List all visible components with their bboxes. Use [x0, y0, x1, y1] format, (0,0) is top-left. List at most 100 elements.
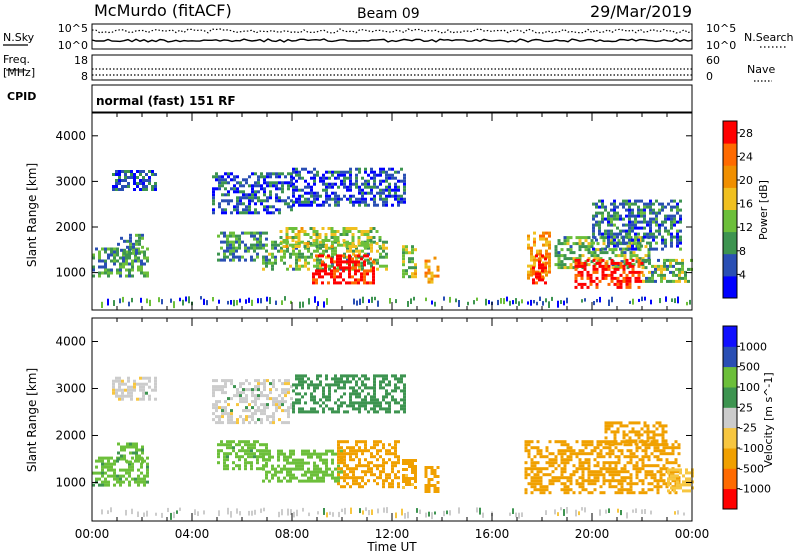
heatmap-cell [248, 175, 251, 179]
heatmap-cell [394, 383, 397, 387]
heatmap-cell [343, 461, 346, 465]
heatmap-cell [136, 182, 139, 185]
heatmap-cell [584, 479, 588, 483]
heatmap-cell [328, 473, 331, 477]
heatmap-cell [340, 446, 343, 450]
heatmap-cell [281, 181, 284, 185]
heatmap-cell [364, 185, 367, 189]
heatmap-cell [135, 251, 138, 255]
heatmap-cell [376, 258, 379, 262]
heatmap-cell [560, 242, 564, 246]
heatmap-cell [563, 482, 567, 486]
heatmap-cell [254, 397, 257, 401]
heatmap-cell [355, 249, 358, 253]
heatmap-cell [220, 246, 223, 250]
heatmap-cell [352, 452, 355, 456]
velocity-colorbar-label: Velocity [m s^-1] [762, 372, 775, 467]
heatmap-cell [645, 279, 648, 283]
heatmap-cell [572, 470, 576, 474]
colorbar-tick-label: 28 [739, 127, 753, 140]
heatmap-cell [346, 377, 349, 381]
heatmap-cell [227, 175, 230, 179]
heatmap-cell [351, 266, 354, 270]
heatmap-cell [236, 403, 239, 407]
heatmap-cell [271, 261, 274, 265]
heatmap-cell [292, 452, 295, 456]
heatmap-cell [538, 278, 541, 282]
heatmap-cell [473, 300, 475, 305]
heatmap-cell [673, 474, 676, 478]
heatmap-cell [334, 203, 337, 207]
heatmap-cell [388, 443, 391, 447]
heatmap-cell [334, 182, 337, 186]
heatmap-cell [397, 194, 400, 198]
heatmap-cell [530, 273, 533, 277]
heatmap-cell [253, 249, 256, 253]
heatmap-cell [139, 397, 142, 401]
heatmap-cell [563, 488, 567, 492]
heatmap-cell [433, 469, 437, 472]
heatmap-cell [131, 265, 134, 269]
heatmap-cell [373, 407, 376, 411]
heatmap-cell [560, 443, 564, 447]
heatmap-cell [650, 510, 652, 515]
heatmap-cell [664, 241, 667, 245]
heatmap-cell [307, 197, 310, 201]
heatmap-cell [611, 479, 615, 483]
heatmap-cell [292, 170, 295, 174]
heatmap-cell [373, 479, 376, 483]
heatmap-cell [143, 512, 145, 517]
heatmap-cell [369, 257, 372, 261]
heatmap-cell [245, 205, 248, 209]
heatmap-cell [580, 261, 584, 265]
heatmap-cell [548, 240, 551, 244]
heatmap-cell [278, 199, 281, 203]
heatmap-cell [563, 263, 567, 267]
heatmap-cell [382, 203, 385, 207]
heatmap-cell [301, 386, 304, 390]
heatmap-cell [622, 433, 626, 437]
cpid-panel: CPID normal (fast) 151 RF [7, 84, 693, 113]
heatmap-cell [632, 452, 636, 456]
heatmap-cell [265, 255, 268, 259]
heatmap-cell [584, 260, 588, 264]
heatmap-cell [315, 272, 318, 276]
heatmap-cell [265, 464, 268, 468]
heatmap-cell [430, 274, 434, 278]
heatmap-cell [604, 276, 608, 280]
heatmap-cell [625, 202, 628, 206]
heatmap-cell [346, 446, 349, 450]
heatmap-cell [598, 226, 601, 230]
heatmap-cell [659, 485, 663, 489]
heatmap-cell [334, 194, 337, 198]
heatmap-cell [197, 511, 199, 516]
heatmap-cell [304, 258, 307, 262]
heatmap-cell [433, 274, 437, 278]
heatmap-cell [354, 266, 357, 270]
heatmap-cell [257, 418, 260, 422]
heatmap-cell [122, 480, 125, 484]
heatmap-cell [266, 415, 269, 419]
heatmap-cell [675, 273, 678, 277]
heatmap-cell [655, 214, 658, 218]
colorbar-swatch [723, 407, 737, 429]
heatmap-cell [388, 392, 391, 396]
heatmap-cell [641, 488, 645, 492]
heatmap-cell [614, 470, 618, 474]
heatmap-cell [533, 482, 537, 486]
heatmap-cell [257, 382, 260, 386]
heatmap-cell [290, 406, 293, 410]
heatmap-cell [593, 479, 597, 483]
heatmap-cell [587, 470, 591, 474]
heatmap-cell [348, 275, 351, 279]
heatmap-cell [355, 440, 358, 444]
heatmap-cell [292, 458, 295, 462]
heatmap-cell [361, 485, 364, 489]
heatmap-cell [212, 199, 215, 203]
heatmap-cell [101, 468, 104, 472]
heatmap-cell [592, 235, 595, 239]
heatmap-cell [370, 240, 373, 244]
heatmap-cell [551, 479, 555, 483]
y-tick-label: 3000 [55, 381, 86, 395]
heatmap-cell [138, 448, 141, 452]
